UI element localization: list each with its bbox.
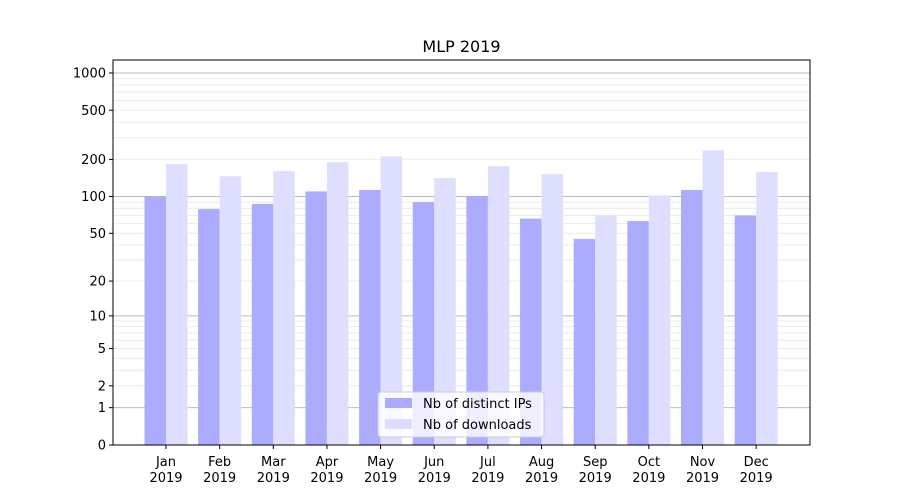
x-tick-label: Jan 2019	[149, 455, 182, 486]
bar-distinct-ips	[305, 191, 327, 445]
bar-distinct-ips	[627, 221, 649, 445]
y-tick-label: 50	[89, 227, 106, 242]
legend-swatch	[385, 398, 412, 408]
bar-distinct-ips	[466, 195, 488, 445]
bar-downloads	[541, 174, 564, 445]
bar-downloads	[326, 162, 349, 445]
bar-downloads	[219, 176, 242, 445]
legend-label: Nb of downloads	[423, 418, 532, 433]
chart-title: MLP 2019	[422, 37, 500, 56]
x-tick-label: Aug 2019	[525, 455, 558, 486]
legend-swatch	[385, 419, 412, 429]
x-tick-label: Feb 2019	[203, 455, 236, 486]
bar-distinct-ips	[734, 215, 757, 445]
x-tick-label: Oct 2019	[632, 455, 665, 486]
bar-distinct-ips	[359, 189, 381, 445]
plot-frame	[112, 59, 811, 446]
bar-downloads	[756, 172, 778, 445]
bar-downloads	[487, 166, 510, 445]
bar-downloads	[273, 171, 295, 445]
legend-box	[377, 391, 545, 438]
bar-distinct-ips	[251, 203, 274, 445]
bar-downloads	[380, 156, 403, 445]
bar-distinct-ips	[520, 218, 542, 445]
y-tick-label: 500	[81, 104, 106, 119]
y-tick-label: 10	[89, 309, 106, 324]
y-tick-label: 2	[98, 379, 106, 394]
bar-distinct-ips	[573, 238, 596, 445]
x-tick-label: Dec 2019	[740, 455, 773, 486]
bar-downloads	[648, 195, 671, 445]
legend-label: Nb of distinct IPs	[423, 397, 532, 412]
legend: Nb of distinct IPs Nb of downloads	[377, 391, 545, 438]
y-tick-label: 200	[81, 153, 106, 168]
bar-downloads	[166, 164, 188, 445]
bar-downloads	[702, 150, 724, 445]
y-tick-label: 20	[89, 275, 106, 290]
y-tick-label: 1	[98, 401, 106, 416]
bar-downloads	[595, 215, 617, 445]
y-tick-label: 5	[98, 342, 106, 357]
x-tick-label: Jul 2019	[471, 455, 504, 486]
x-tick-label: Apr 2019	[310, 455, 343, 486]
x-tick-label: Sep 2019	[579, 455, 612, 486]
bar-distinct-ips	[198, 209, 220, 445]
bar-downloads	[434, 178, 456, 446]
y-tick-label: 100	[81, 190, 106, 205]
x-tick-label: Nov 2019	[686, 455, 719, 486]
x-tick-label: May 2019	[364, 455, 397, 486]
bar-distinct-ips	[144, 197, 166, 445]
x-tick-label: Mar 2019	[257, 455, 290, 486]
bar-distinct-ips	[681, 189, 703, 445]
bar-distinct-ips	[412, 202, 435, 445]
y-tick-label: 1000	[73, 66, 106, 81]
x-tick-label: Jun 2019	[418, 455, 451, 486]
y-tick-label: 0	[98, 439, 106, 454]
